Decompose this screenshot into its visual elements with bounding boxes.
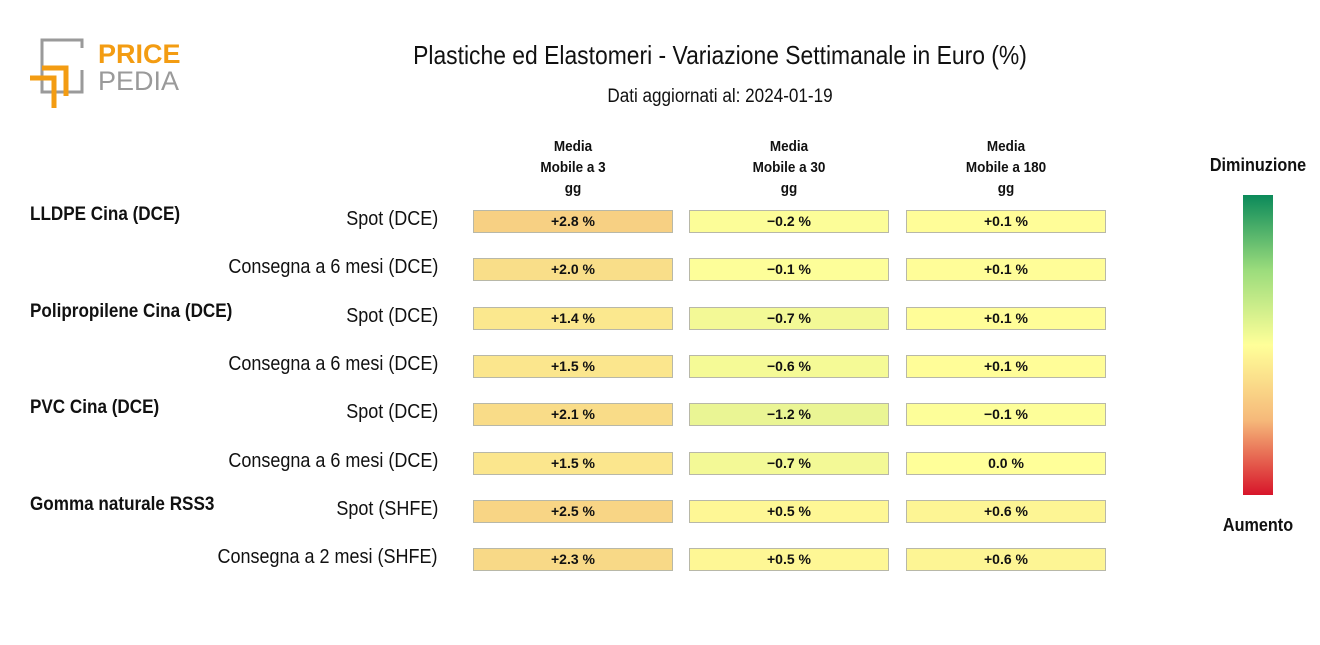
column-header: Media Mobile a 180 gg: [916, 136, 1096, 199]
column-header-line: gg: [997, 180, 1015, 197]
value-cell: +2.1 %: [473, 403, 673, 427]
row-label: Spot (DCE): [345, 304, 438, 327]
value-cell: +0.1 %: [906, 258, 1106, 282]
column-header-line: Media: [553, 138, 593, 155]
value-cell: +0.5 %: [689, 499, 889, 523]
column-header-line: Media: [986, 138, 1026, 155]
value-cell: +1.4 %: [473, 306, 673, 330]
value-cell: +2.3 %: [473, 548, 673, 572]
legend-top-label: Diminuzione: [1209, 155, 1307, 175]
chart-subtitle: Dati aggiornati al: 2024-01-19: [607, 86, 833, 107]
row-label: Spot (DCE): [345, 401, 438, 424]
value-cell: −0.7 %: [689, 306, 889, 330]
value-cell: +1.5 %: [473, 451, 673, 475]
column-header-line: gg: [780, 180, 798, 197]
legend-bottom-label: Aumento: [1222, 515, 1294, 535]
chart-title: Plastiche ed Elastomeri - Variazione Set…: [413, 40, 1027, 70]
value-cell: 0.0 %: [906, 451, 1106, 475]
group-label: LLDPE Cina (DCE): [30, 204, 181, 225]
value-cell: −1.2 %: [689, 403, 889, 427]
value-cell: +2.0 %: [473, 258, 673, 282]
value-cell: −0.6 %: [689, 354, 889, 378]
value-cell: +0.1 %: [906, 354, 1106, 378]
logo-word-price: PRICE: [98, 39, 181, 69]
column-header-line: Mobile a 3: [540, 159, 606, 176]
logo-orange-bracket-inner: [42, 65, 69, 96]
value-cell: −0.7 %: [689, 451, 889, 475]
row-label: Consegna a 6 mesi (DCE): [227, 449, 438, 472]
logo-word-pedia: PEDIA: [98, 66, 179, 96]
value-cell: −0.1 %: [906, 403, 1106, 427]
column-header: Media Mobile a 30 gg: [699, 136, 879, 199]
column-header-line: gg: [564, 180, 582, 197]
logo-orange-bracket: [30, 75, 57, 108]
group-label: PVC Cina (DCE): [30, 397, 160, 419]
column-header-line: Mobile a 180: [965, 159, 1047, 176]
group-label: Gomma naturale RSS3: [30, 493, 215, 515]
value-cell: +0.1 %: [906, 210, 1106, 233]
row-label: Consegna a 6 mesi (DCE): [227, 256, 438, 279]
value-cell: +2.5 %: [473, 499, 673, 523]
value-cell: +0.1 %: [906, 306, 1106, 330]
column-header-line: Mobile a 30: [752, 159, 826, 176]
row-label: Consegna a 6 mesi (DCE): [227, 352, 438, 375]
value-cell: +1.5 %: [473, 354, 673, 378]
column-header: Media Mobile a 3 gg: [483, 136, 663, 199]
group-label: Polipropilene Cina (DCE): [30, 300, 233, 322]
value-cell: +0.6 %: [906, 548, 1106, 572]
color-scale-bar: [1243, 195, 1273, 495]
value-cell: +2.8 %: [473, 210, 673, 233]
row-label: Spot (SHFE): [335, 497, 438, 520]
value-cell: +0.6 %: [906, 499, 1106, 523]
row-label: Spot (DCE): [345, 208, 438, 230]
value-cell: −0.2 %: [689, 210, 889, 233]
row-label: Consegna a 2 mesi (SHFE): [217, 546, 438, 569]
value-cell: +0.5 %: [689, 548, 889, 572]
column-header-line: Media: [769, 138, 809, 155]
value-cell: −0.1 %: [689, 258, 889, 282]
pricepedia-logo: PRICE PEDIA: [30, 38, 181, 108]
